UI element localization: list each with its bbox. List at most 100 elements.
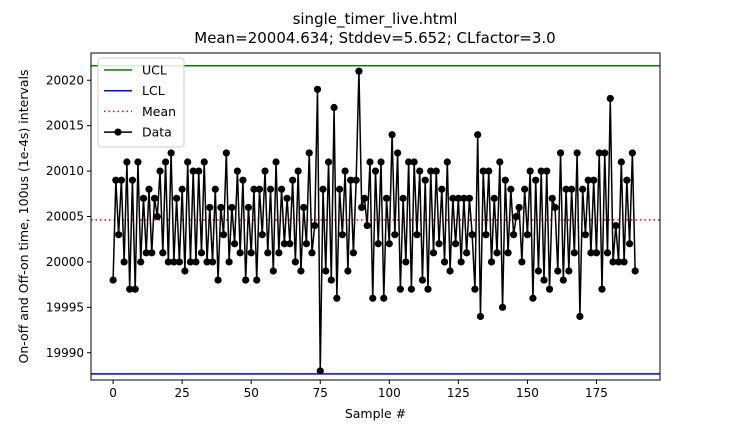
data-point — [247, 249, 255, 257]
data-point — [197, 249, 206, 257]
y-tick-label: 20005 — [46, 210, 84, 224]
data-point — [501, 176, 509, 184]
data-point — [261, 167, 269, 175]
data-series-line — [112, 71, 636, 371]
legend-label: Data — [142, 125, 172, 140]
data-point — [338, 231, 346, 239]
data-point — [468, 231, 476, 239]
data-point — [476, 312, 485, 321]
data-point — [305, 149, 313, 157]
data-point — [275, 249, 283, 257]
data-point — [460, 194, 468, 202]
legend: UCL LCL Mean Data — [97, 57, 185, 148]
data-point — [319, 185, 327, 193]
data-point — [266, 185, 275, 193]
data-point — [504, 249, 512, 257]
data-point — [595, 149, 603, 157]
chart-title: single_timer_live.html — [293, 10, 458, 29]
data-point — [244, 203, 253, 212]
data-point — [195, 167, 203, 175]
data-point — [581, 231, 590, 239]
data-point — [440, 258, 449, 266]
data-point — [374, 240, 382, 248]
data-point — [134, 158, 142, 166]
data-point — [603, 249, 612, 257]
x-tick-label: 150 — [516, 386, 539, 400]
data-point — [145, 185, 153, 193]
data-point — [521, 185, 529, 193]
data-point — [156, 167, 164, 175]
data-point — [443, 158, 451, 166]
data-point — [159, 249, 167, 257]
data-point — [424, 285, 432, 293]
data-point — [628, 149, 636, 157]
data-point — [413, 231, 421, 239]
y-tick-label: 20020 — [46, 73, 84, 87]
data-point — [344, 267, 352, 275]
data-point — [153, 212, 161, 221]
data-point — [429, 249, 438, 257]
data-point — [272, 158, 280, 166]
data-point — [452, 240, 460, 248]
data-point — [211, 185, 219, 193]
y-tick-label: 19995 — [46, 300, 84, 314]
data-point — [601, 149, 609, 157]
x-tick-label: 125 — [447, 386, 470, 400]
data-point — [117, 176, 125, 184]
x-tick-label: 0 — [109, 386, 117, 400]
data-point — [438, 185, 446, 193]
data-point — [518, 258, 526, 266]
data-point — [167, 149, 175, 157]
data-point — [598, 285, 606, 293]
data-point — [570, 249, 578, 257]
data-point — [137, 258, 145, 266]
data-point — [255, 185, 264, 193]
legend-label: UCL — [142, 63, 167, 78]
data-point — [109, 276, 117, 284]
data-point — [322, 267, 330, 275]
data-point — [562, 185, 570, 193]
data-point — [523, 231, 532, 239]
y-tick-label: 19990 — [46, 346, 84, 360]
data-point — [128, 176, 137, 184]
data-point — [590, 176, 598, 184]
data-point — [150, 194, 159, 202]
data-point — [576, 312, 584, 321]
data-point — [233, 167, 241, 175]
data-point — [300, 203, 308, 212]
data-point — [236, 249, 244, 257]
data-point — [347, 176, 355, 184]
data-point — [609, 258, 617, 266]
data-point — [626, 240, 634, 248]
data-point — [465, 194, 474, 202]
data-point — [543, 167, 551, 175]
data-point — [175, 258, 183, 266]
data-point — [402, 258, 410, 266]
x-tick-label: 50 — [244, 386, 259, 400]
data-point — [341, 167, 349, 175]
data-point — [371, 167, 380, 175]
x-tick-label: 25 — [175, 386, 190, 400]
data-point — [388, 131, 396, 139]
data-point — [250, 185, 258, 193]
data-point — [208, 258, 217, 266]
data-point — [289, 176, 297, 184]
data-point — [286, 240, 294, 248]
legend-label: LCL — [142, 83, 165, 98]
data-point — [606, 94, 614, 103]
data-point — [405, 158, 413, 166]
data-point — [380, 294, 388, 302]
data-point — [126, 285, 134, 293]
data-point — [631, 267, 639, 275]
data-point — [490, 194, 498, 202]
data-point — [219, 231, 228, 239]
data-point — [192, 258, 200, 266]
data-point — [510, 231, 518, 239]
data-point — [393, 149, 402, 157]
data-point — [584, 176, 592, 184]
data-point — [277, 185, 286, 193]
data-point — [358, 203, 366, 212]
data-point — [512, 212, 520, 221]
data-point — [548, 194, 556, 202]
data-point — [432, 167, 440, 175]
